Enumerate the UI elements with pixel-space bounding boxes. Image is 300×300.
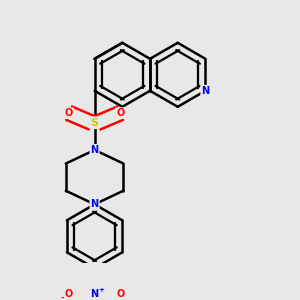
- Text: N: N: [91, 199, 99, 209]
- Text: N: N: [201, 86, 209, 96]
- Text: O: O: [65, 289, 73, 299]
- Text: S: S: [91, 118, 99, 128]
- Text: N: N: [91, 145, 99, 155]
- Text: -: -: [61, 294, 64, 300]
- Text: +: +: [98, 286, 104, 292]
- Text: N: N: [91, 289, 99, 299]
- Text: O: O: [116, 289, 124, 299]
- Text: O: O: [65, 108, 73, 118]
- Text: O: O: [116, 108, 124, 118]
